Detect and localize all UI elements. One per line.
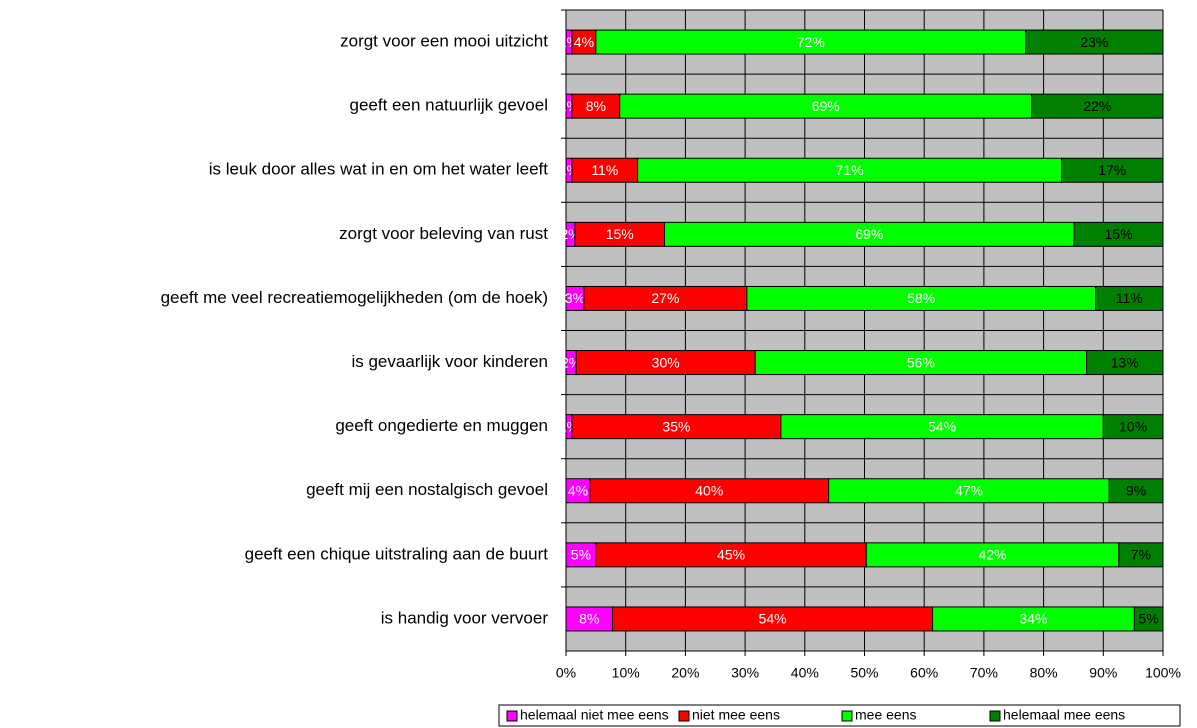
- bar-segment: [1025, 29, 1164, 55]
- bar-segment: [828, 478, 1110, 504]
- x-tick-label: 60%: [910, 665, 938, 681]
- legend-label: niet mee eens: [692, 707, 780, 723]
- y-tick-label: is handig voor vervoer: [381, 608, 549, 627]
- y-tick-label: geeft een chique uitstraling aan de buur…: [245, 544, 549, 563]
- data-label: 13%: [1111, 354, 1139, 370]
- legend-label: mee eens: [855, 707, 916, 723]
- bar-segment: [589, 478, 830, 504]
- x-tick-label: 40%: [791, 665, 819, 681]
- data-label: 27%: [651, 290, 679, 306]
- data-label: 10%: [1119, 418, 1147, 434]
- data-label: 42%: [979, 547, 1007, 563]
- bar-segment: [1086, 350, 1164, 376]
- data-label: 54%: [928, 418, 956, 434]
- data-label: 30%: [652, 354, 680, 370]
- x-tick-label: 100%: [1145, 665, 1181, 681]
- bar-segment: [1031, 93, 1164, 119]
- bar-segment: [1118, 542, 1164, 568]
- y-tick-label: zorgt voor beleving van rust: [339, 224, 548, 243]
- data-label: 35%: [662, 418, 690, 434]
- x-tick-label: 10%: [612, 665, 640, 681]
- bar-segment: [746, 285, 1097, 311]
- bar-segment: [574, 221, 666, 247]
- data-label: 5%: [1139, 611, 1159, 627]
- bar-segment: [583, 285, 748, 311]
- bar-segment: [571, 414, 782, 440]
- data-label: 69%: [812, 98, 840, 114]
- data-label: 45%: [717, 547, 745, 563]
- x-tick-label: 80%: [1030, 665, 1058, 681]
- data-label: 15%: [1105, 226, 1133, 242]
- data-label: 72%: [797, 34, 825, 50]
- bar-segment: [612, 606, 934, 632]
- bar-segment: [1133, 606, 1164, 632]
- data-label: 23%: [1080, 34, 1108, 50]
- legend: helemaal niet mee eens niet mee eens mee e…: [498, 704, 1181, 727]
- bar-segment: [1108, 478, 1164, 504]
- bar-segment: [571, 157, 639, 183]
- data-label: 34%: [1019, 611, 1047, 627]
- data-label: 71%: [836, 162, 864, 178]
- y-tick-label: geeft me veel recreatiemogelijkheden (om…: [161, 288, 548, 307]
- x-tick-label: 30%: [731, 665, 759, 681]
- data-label: 5%: [571, 547, 591, 563]
- y-tick-label: is leuk door alles wat in en om het wate…: [209, 160, 549, 179]
- bar-segment: [595, 29, 1027, 55]
- bar-segment: [1095, 285, 1164, 311]
- bar-segment: [595, 542, 867, 568]
- bar-segment: [1073, 221, 1164, 247]
- data-label: 54%: [759, 611, 787, 627]
- data-label: 56%: [907, 354, 935, 370]
- data-label: 7%: [1131, 547, 1151, 563]
- data-label: 11%: [591, 162, 618, 178]
- y-tick-label: zorgt voor een mooi uitzicht: [340, 32, 548, 51]
- legend-swatch: [841, 710, 853, 722]
- data-label: 4%: [568, 482, 588, 498]
- bar-segment: [865, 542, 1120, 568]
- legend-swatch: [989, 710, 1001, 722]
- y-tick-label: geeft een natuurlijk gevoel: [350, 96, 548, 115]
- bar-segment: [754, 350, 1088, 376]
- legend-swatch: [506, 710, 518, 722]
- x-tick-label: 50%: [850, 665, 878, 681]
- data-label: 17%: [1098, 162, 1126, 178]
- y-tick-label: geeft mij een nostalgisch gevoel: [306, 480, 548, 499]
- data-label: 8%: [579, 611, 599, 627]
- legend-label: helemaal niet mee eens: [520, 707, 669, 723]
- data-label: 40%: [695, 482, 723, 498]
- y-tick-label: geeft ongedierte en muggen: [335, 416, 548, 435]
- data-label: 22%: [1083, 98, 1111, 114]
- legend-swatch: [678, 710, 690, 722]
- data-label: 8%: [586, 98, 606, 114]
- bar-segment: [637, 157, 1063, 183]
- x-tick-label: 70%: [970, 665, 998, 681]
- data-label: 47%: [955, 482, 983, 498]
- data-label: 58%: [907, 290, 935, 306]
- bar-segment: [664, 221, 1075, 247]
- bar-segment: [619, 93, 1033, 119]
- bar-segment: [565, 542, 597, 568]
- legend-box: [498, 704, 1181, 727]
- data-label: 4%: [574, 34, 594, 50]
- bar-segment: [1102, 414, 1164, 440]
- data-label: 9%: [1126, 482, 1146, 498]
- y-tick-label: is gevaarlijk voor kinderen: [351, 352, 548, 371]
- data-label: 3%: [565, 290, 585, 306]
- data-label: 69%: [855, 226, 883, 242]
- x-tick-label: 0%: [556, 665, 576, 681]
- bar-segment: [1061, 157, 1164, 183]
- bar-segment: [565, 606, 614, 632]
- legend-label: helemaal mee eens: [1003, 707, 1125, 723]
- data-label: 15%: [606, 226, 634, 242]
- x-tick-label: 90%: [1089, 665, 1117, 681]
- data-label: 11%: [1116, 290, 1143, 306]
- x-tick-label: 20%: [671, 665, 699, 681]
